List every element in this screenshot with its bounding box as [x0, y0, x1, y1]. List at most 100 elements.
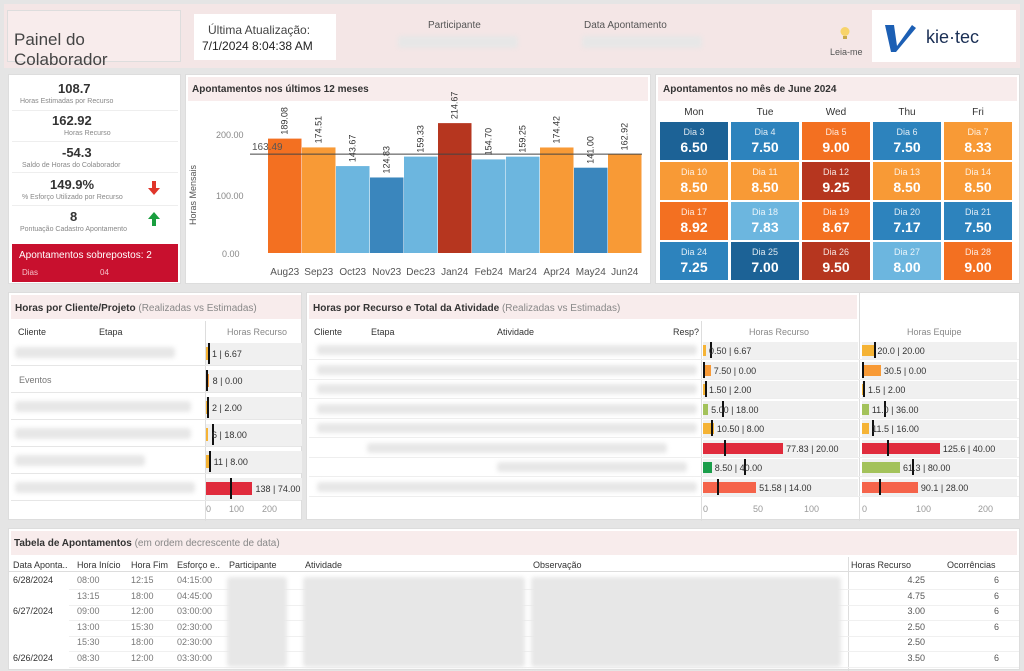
calendar-cell[interactable]: Dia 27 8.00 [873, 242, 941, 280]
tabela-col-horas-recurso[interactable]: Horas Recurso [851, 560, 912, 570]
bullet-bar[interactable] [862, 481, 918, 493]
update-label: Última Atualização: [208, 23, 311, 37]
bullet-bar[interactable] [703, 423, 714, 434]
bullet-bg [206, 370, 302, 392]
bullet-bar[interactable] [862, 462, 900, 473]
x-tick-label: Aug23 [270, 267, 299, 278]
bullet-label: 11.5 | 16.00 [872, 424, 919, 434]
bullet-label: 1 | 6.67 [212, 349, 242, 359]
bullet-bar[interactable] [862, 403, 869, 415]
calendar-cell[interactable]: Dia 11 8.50 [731, 162, 799, 200]
bullet-label: 2 | 2.00 [212, 403, 242, 413]
bar-Aug23[interactable] [268, 138, 302, 253]
bullet-bar[interactable] [703, 442, 784, 454]
bullet-label: 11 | 8.00 [213, 457, 248, 467]
x-tick-label: Nov23 [372, 267, 401, 278]
calendar-cell[interactable]: Dia 13 8.50 [873, 162, 941, 200]
calendar-day-value: 7.00 [751, 259, 779, 275]
calendar-cell[interactable]: Dia 10 8.50 [660, 162, 728, 200]
calendar-cell[interactable]: Dia 17 8.92 [660, 202, 728, 240]
bullet-bar[interactable] [206, 455, 210, 468]
tabela-col-esforco[interactable]: Esforço e.. [177, 560, 221, 570]
sobrepostos-title: Apontamentos sobrepostos: 2 [19, 250, 152, 261]
leiame-button[interactable]: Leia-me [826, 24, 864, 60]
bullet-target [230, 478, 233, 499]
calendar-cell[interactable]: Dia 5 9.00 [802, 122, 870, 160]
tabela-col-observacao[interactable]: Observação [533, 560, 582, 570]
bullet-bar[interactable] [206, 347, 208, 360]
calendar-cell[interactable]: Dia 20 7.17 [873, 202, 941, 240]
tabela-col-data[interactable]: Data Aponta.. [13, 560, 68, 570]
calendar-cell[interactable]: Dia 19 8.67 [802, 202, 870, 240]
calendar-cell[interactable]: Dia 25 7.00 [731, 242, 799, 280]
bullet-bg [862, 420, 1017, 437]
sobrepostos-card[interactable]: Apontamentos sobrepostos: 2 Dias 04 [12, 244, 178, 282]
bullet-bar[interactable] [862, 442, 940, 454]
sobrepostos-dias-value: 04 [100, 268, 109, 277]
bar-Mar24[interactable] [506, 156, 540, 253]
tabela-cell-horas: 2.50 [907, 637, 925, 647]
bullet-label: 8.50 | 40.00 [714, 463, 763, 473]
calendar-day-header: Fri [972, 107, 984, 118]
kpi-pontuacao-label: Pontuação Cadastro Apontamento [20, 226, 128, 233]
table-row-divider [11, 392, 301, 393]
bar-Feb24[interactable] [472, 159, 506, 253]
bullet-label: 77.83 | 20.00 [786, 443, 839, 454]
bullet-target [863, 381, 866, 397]
calendar-cell[interactable]: Dia 7 8.33 [944, 122, 1012, 160]
tabela-col-ocorrencias[interactable]: Ocorrências [947, 560, 996, 570]
bar-Jun24[interactable] [608, 154, 642, 253]
calendar-cell[interactable]: Dia 4 7.50 [731, 122, 799, 160]
calendar-day-label: Dia 26 [822, 247, 849, 257]
calendar-cell[interactable]: Dia 26 9.50 [802, 242, 870, 280]
tabela-col-hora-fim[interactable]: Hora Fim [131, 560, 169, 570]
bullet-bg [703, 420, 858, 437]
tabela-col-atividade[interactable]: Atividade [305, 560, 343, 570]
tabela-cell-data: 6/27/2024 [13, 606, 54, 616]
bullet-bar[interactable] [703, 364, 711, 376]
bullet-bar[interactable] [703, 384, 706, 395]
sobrepostos-dias-label: Dias [22, 268, 39, 277]
bar-value-label: 154.70 [484, 128, 494, 156]
kpi-pontuacao-value: 8 [70, 209, 78, 224]
calendar-day-value: 9.50 [822, 259, 850, 275]
bullet-label: 125.6 | 40.00 [942, 443, 996, 454]
bar-value-label: 124.83 [382, 146, 392, 174]
bullet-bar[interactable] [862, 423, 870, 434]
bullet-bar[interactable] [703, 462, 712, 473]
bar-Apr24[interactable] [540, 147, 574, 253]
tabela-col-participante[interactable]: Participante [229, 560, 277, 570]
calendar-cell[interactable]: Dia 12 9.25 [802, 162, 870, 200]
calendar-cell[interactable]: Dia 28 9.00 [944, 242, 1012, 280]
calendar-cell[interactable]: Dia 18 7.83 [731, 202, 799, 240]
bar-Dec23[interactable] [404, 156, 438, 253]
bullet-bar[interactable] [703, 403, 709, 415]
calendar-cell[interactable]: Dia 14 8.50 [944, 162, 1012, 200]
bullet-bar[interactable] [703, 345, 706, 356]
bullet-target [744, 459, 747, 475]
tabela-col-hora-inicio[interactable]: Hora Início [77, 560, 121, 570]
bar-May24[interactable] [574, 167, 608, 253]
bar-Oct23[interactable] [336, 166, 370, 253]
bullet-bar[interactable] [862, 345, 875, 356]
calendar-cell[interactable]: Dia 6 7.50 [873, 122, 941, 160]
bar-Nov23[interactable] [370, 177, 404, 253]
bullet-bar[interactable] [206, 428, 208, 441]
calendar-cell[interactable]: Dia 21 7.50 [944, 202, 1012, 240]
blurred-cliente [15, 482, 195, 493]
bullet-target [206, 397, 209, 418]
calendar-cell[interactable]: Dia 3 6.50 [660, 122, 728, 160]
participante-filter[interactable] [398, 36, 518, 48]
bullet-bg [862, 400, 1017, 418]
equipe-axis-200: 200 [978, 504, 994, 514]
bullet-bar[interactable] [862, 364, 881, 376]
bar-Sep23[interactable] [302, 147, 336, 253]
bar-value-label: 143.67 [348, 135, 358, 163]
bullet-bar[interactable] [206, 482, 252, 495]
bar-value-label: 174.51 [314, 116, 324, 144]
data-apontamento-filter[interactable] [582, 36, 702, 48]
bullet-bar[interactable] [703, 481, 757, 493]
calendar-cell[interactable]: Dia 24 7.25 [660, 242, 728, 280]
tabela-cell-horas: 2.50 [907, 621, 925, 632]
bar-Jan24[interactable] [438, 123, 472, 253]
